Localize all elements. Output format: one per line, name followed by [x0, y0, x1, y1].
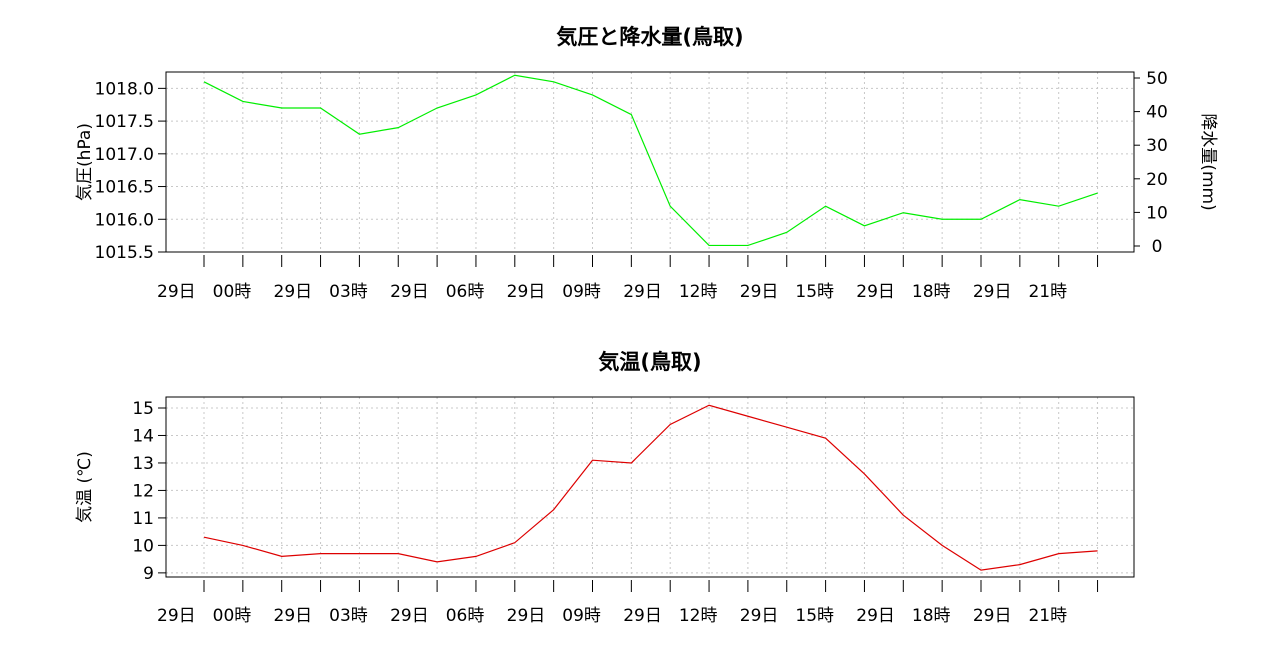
- x-tick-label: 29日 12時: [623, 282, 717, 302]
- chart-title: 気圧と降水量(鳥取): [556, 25, 743, 49]
- y2-tick-label: 50: [1146, 69, 1168, 89]
- plot-frame: [165, 396, 1135, 578]
- pressure-series-line: [203, 74, 1098, 247]
- x-tick-label: 29日 09時: [507, 282, 601, 302]
- temperature-chart: 気温(鳥取) 9 10 11 12 13 14 15 気温 (℃) 29日 00時 29日 03時 2…: [75, 350, 1135, 626]
- x-tick-label: 29日 03時: [274, 282, 368, 302]
- y-tick-label: 1015.5: [95, 243, 154, 263]
- y-axis-label: 気温 (℃): [75, 451, 95, 523]
- x-tick-label: 29日 03時: [274, 606, 368, 626]
- y-tick-label: 1017.0: [95, 145, 154, 165]
- y2-tick-label: 0: [1152, 237, 1163, 257]
- y2-axis-label: 降水量(mm): [1198, 113, 1218, 210]
- y-tick-label: 1017.5: [95, 112, 154, 132]
- x-tick-label: 29日 00時: [157, 282, 251, 302]
- y-tick-label: 13: [132, 454, 154, 474]
- x-tick-label: 29日 21時: [973, 282, 1067, 302]
- chart-title: 気温(鳥取): [598, 350, 701, 374]
- y-tick-label: 14: [132, 426, 154, 446]
- pressure-precip-chart: 気圧と降水量(鳥取) 1015.5 1016.0 1016.5 1017.0 1017.5…: [75, 25, 1218, 302]
- y2-tick-label: 30: [1146, 136, 1168, 156]
- y-tick-label: 12: [132, 481, 154, 501]
- y-tick-label: 1018.0: [95, 79, 154, 99]
- x-tick-label: 29日 15時: [740, 606, 834, 626]
- temperature-series-line: [203, 404, 1098, 571]
- x-tick-label: 29日 06時: [390, 282, 484, 302]
- y-axis-label: 気圧(hPa): [75, 123, 95, 201]
- x-tick-label: 29日 18時: [856, 606, 950, 626]
- plot-frame: [165, 71, 1135, 253]
- y-tick-label: 1016.5: [95, 178, 154, 198]
- x-tick-label: 29日 18時: [856, 282, 950, 302]
- x-tick-label: 29日 09時: [507, 606, 601, 626]
- x-tick-label: 29日 06時: [390, 606, 484, 626]
- y-tick-label: 11: [132, 509, 154, 529]
- x-tick-label: 29日 12時: [623, 606, 717, 626]
- y2-tick-label: 40: [1146, 103, 1168, 123]
- y-tick-label: 10: [132, 536, 154, 556]
- x-tick-label: 29日 15時: [740, 282, 834, 302]
- x-tick-label: 29日 21時: [973, 606, 1067, 626]
- x-tick-label: 29日 00時: [157, 606, 251, 626]
- y-tick-label: 15: [132, 399, 154, 419]
- y-tick-label: 9: [143, 564, 154, 584]
- y2-tick-label: 10: [1146, 203, 1168, 223]
- y2-tick-label: 20: [1146, 170, 1168, 190]
- y-tick-label: 1016.0: [95, 210, 154, 230]
